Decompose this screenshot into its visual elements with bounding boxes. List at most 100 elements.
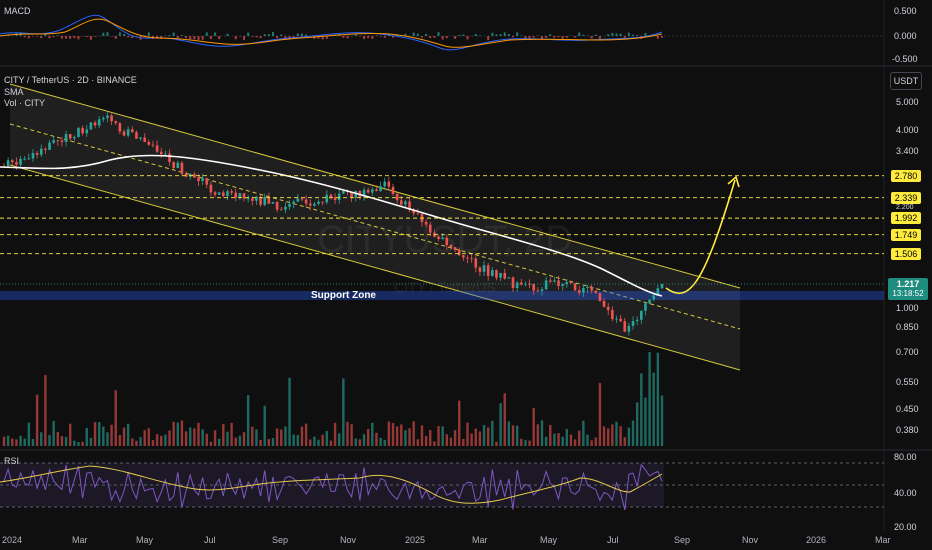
- candle-body: [151, 144, 155, 146]
- volume-bar: [437, 426, 440, 446]
- candle-body: [553, 280, 556, 282]
- rsi-tick: 20.00: [894, 522, 917, 532]
- macd-histogram-bar: [491, 32, 494, 36]
- volume-bar: [27, 422, 31, 446]
- volume-bar: [573, 439, 577, 446]
- level-tag: 1.506: [891, 247, 921, 260]
- macd-histogram-bar: [503, 32, 506, 36]
- macd-title: MACD: [4, 6, 31, 16]
- price-tick: 0.850: [896, 322, 919, 332]
- macd-histogram-bar: [218, 36, 221, 40]
- candle-body: [445, 237, 449, 245]
- macd-histogram-bar: [94, 36, 97, 37]
- candle-body: [44, 148, 47, 150]
- volume-bar: [441, 426, 444, 446]
- macd-histogram-bar: [288, 36, 291, 39]
- macd-histogram-bar: [280, 34, 283, 36]
- price-tick: 0.700: [896, 347, 919, 357]
- support-zone-label: Support Zone: [311, 290, 376, 301]
- candle-body: [172, 162, 175, 168]
- macd-histogram-bar: [619, 33, 622, 36]
- candle-body: [242, 193, 246, 199]
- volume-bar: [433, 441, 436, 446]
- volume-bar: [251, 426, 254, 446]
- macd-histogram-bar: [147, 32, 150, 36]
- sma-indicator-label[interactable]: SMA: [4, 87, 24, 97]
- volume-bar: [81, 441, 84, 446]
- volume-bar: [217, 438, 221, 446]
- volume-bar: [615, 421, 618, 446]
- volume-bar: [404, 430, 407, 446]
- macd-histogram-bar: [557, 36, 560, 38]
- volume-bar: [313, 436, 316, 446]
- macd-histogram-bar: [553, 36, 556, 38]
- candle-body: [631, 321, 635, 326]
- volume-bar: [466, 422, 469, 446]
- volume-bar: [400, 424, 403, 446]
- volume-bar: [114, 390, 117, 446]
- volume-bar: [383, 439, 386, 446]
- volume-bar: [102, 426, 105, 446]
- macd-histogram-bar: [607, 34, 610, 36]
- candle-body: [201, 178, 204, 182]
- volume-bar: [184, 431, 188, 446]
- volume-bar: [338, 433, 341, 446]
- candle-body: [507, 277, 511, 279]
- volume-bar: [635, 402, 639, 446]
- volume-bar: [342, 378, 345, 446]
- volume-bar: [449, 437, 453, 446]
- macd-histogram-bar: [379, 36, 382, 37]
- time-tick: Jul: [607, 535, 619, 545]
- candle-body: [569, 282, 573, 284]
- time-tick: Mar: [472, 535, 488, 545]
- volume-bar: [168, 430, 171, 446]
- candle-body: [251, 198, 254, 201]
- macd-histogram-bar: [528, 36, 531, 39]
- candle-body: [478, 267, 482, 272]
- macd-histogram-bar: [474, 33, 477, 36]
- macd-histogram-bar: [321, 36, 324, 40]
- volume-bar: [35, 394, 39, 446]
- symbol-title[interactable]: CITY / TetherUS · 2D · BINANCE: [4, 75, 137, 85]
- candle-body: [342, 190, 345, 194]
- rsi-tick: 40.00: [894, 488, 917, 498]
- candle-body: [474, 258, 478, 268]
- currency-button[interactable]: USDT: [890, 72, 922, 90]
- candle-body: [164, 153, 167, 155]
- macd-histogram-bar: [404, 33, 407, 36]
- time-tick: 2024: [2, 535, 23, 545]
- macd-histogram-bar: [127, 36, 130, 38]
- volume-bar: [296, 435, 300, 446]
- candle-body: [503, 273, 507, 279]
- macd-histogram-bar: [462, 34, 465, 36]
- candle-body: [35, 153, 39, 155]
- level-tag: 1.992: [891, 212, 921, 225]
- volume-bar: [540, 420, 544, 446]
- candle-body: [317, 201, 320, 204]
- candle-body: [337, 193, 341, 201]
- volume-bar: [56, 431, 59, 446]
- volume-bar: [300, 426, 304, 446]
- volume-bar: [565, 429, 569, 446]
- macd-tick: -0.500: [892, 54, 918, 64]
- candle-body: [56, 140, 60, 141]
- macd-histogram-bar: [131, 36, 134, 38]
- volume-bar: [582, 420, 585, 446]
- volume-indicator-label[interactable]: Vol · CITY: [4, 98, 46, 108]
- candle-body: [106, 115, 109, 118]
- macd-histogram-bar: [487, 36, 490, 40]
- volume-bar: [544, 436, 548, 446]
- volume-bar: [408, 428, 411, 446]
- time-tick: Nov: [742, 535, 759, 545]
- volume-bar: [15, 439, 18, 446]
- time-tick: Nov: [340, 535, 357, 545]
- candle-body: [110, 115, 113, 122]
- candle-body: [263, 196, 267, 205]
- candle-body: [486, 265, 490, 276]
- volume-bar: [176, 422, 180, 446]
- volume-bar: [139, 437, 142, 446]
- volume-bar: [69, 423, 72, 446]
- volume-bar: [371, 422, 374, 446]
- macd-histogram-bar: [454, 36, 457, 39]
